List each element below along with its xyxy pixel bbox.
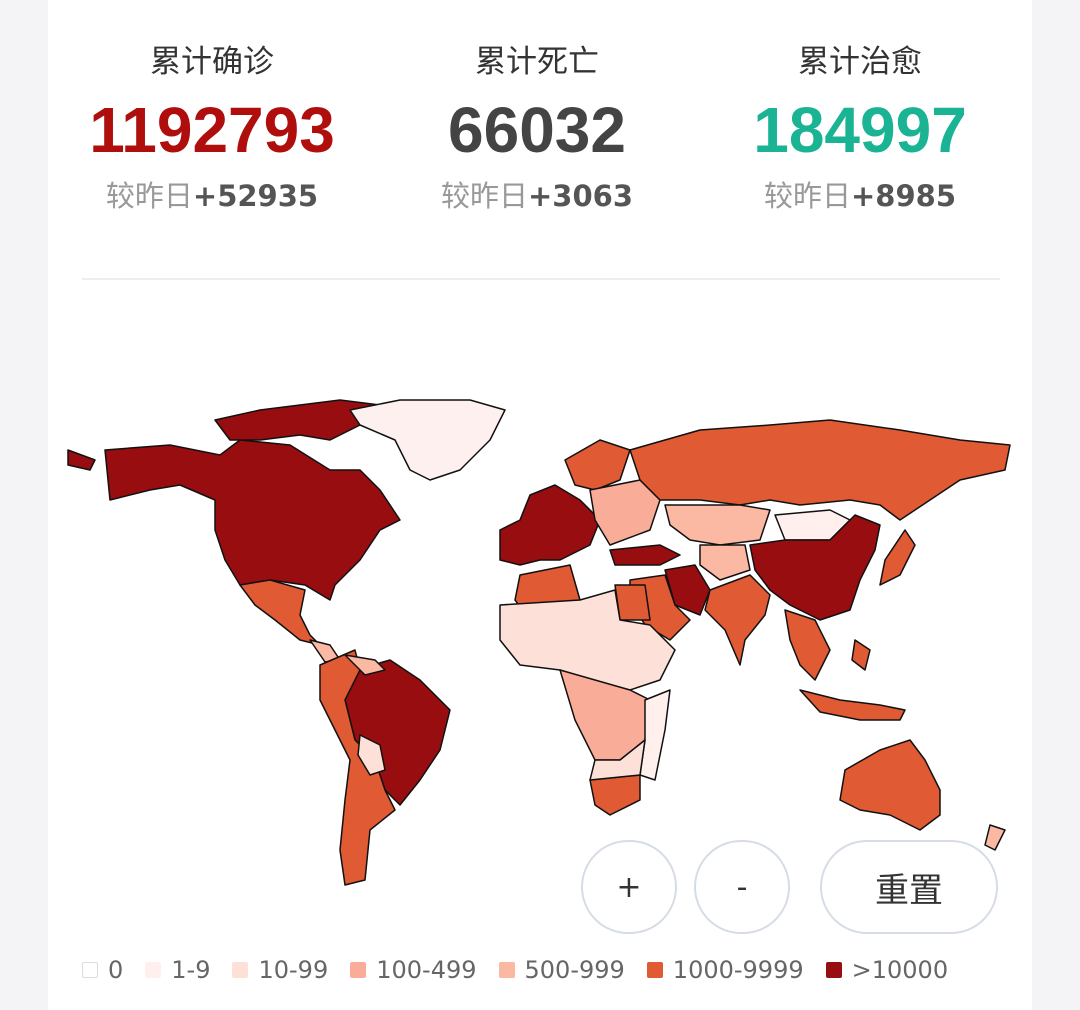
legend-swatch	[145, 962, 162, 978]
map-legend: 0 1-9 10-99 100-499 500-999 1000-9999 >1…	[82, 956, 970, 984]
stat-label: 累计死亡	[475, 44, 599, 80]
region-china[interactable]	[749, 514, 881, 621]
region-western-europe[interactable]	[499, 484, 601, 566]
legend-swatch	[825, 962, 842, 978]
region-south-africa[interactable]	[589, 774, 641, 816]
stat-delta: 较昨日+3063	[377, 174, 697, 218]
legend-label: 100-499	[376, 956, 477, 984]
stat-delta: 较昨日+8985	[700, 174, 1020, 218]
stat-value: 184997	[753, 94, 967, 166]
region-mexico[interactable]	[239, 579, 321, 646]
stat-deaths: 累计死亡 66032 较昨日+3063	[377, 40, 697, 218]
stat-value: 1192793	[89, 94, 335, 166]
legend-swatch	[82, 962, 98, 978]
zoom-in-button[interactable]: +	[581, 840, 677, 934]
region-turkey[interactable]	[609, 544, 681, 566]
region-east-africa[interactable]	[639, 689, 671, 781]
region-russia[interactable]	[629, 419, 1011, 521]
region-south-america-west[interactable]	[319, 649, 396, 886]
legend-label: >10000	[851, 956, 949, 984]
stat-recovered: 累计治愈 184997 较昨日+8985	[700, 40, 1020, 218]
stat-label: 累计确诊	[150, 44, 274, 80]
region-new-zealand[interactable]	[984, 824, 1006, 851]
stat-value: 66032	[448, 94, 626, 166]
legend-swatch	[646, 962, 663, 978]
region-central-asia[interactable]	[699, 544, 751, 581]
delta-prefix: 较昨日	[440, 179, 528, 213]
delta-prefix: 较昨日	[763, 179, 851, 213]
legend-item: 10-99	[232, 956, 328, 984]
divider	[82, 278, 1000, 280]
region-greenland[interactable]	[349, 399, 506, 481]
legend-item: 100-499	[350, 956, 477, 984]
stat-delta: 较昨日+52935	[52, 174, 372, 218]
region-india[interactable]	[704, 574, 771, 666]
region-egypt[interactable]	[614, 584, 651, 621]
legend-label: 10-99	[258, 956, 329, 984]
region-southern-africa[interactable]	[589, 739, 646, 781]
legend-label: 0	[108, 956, 124, 984]
region-alaska-west[interactable]	[67, 449, 96, 471]
delta-value: +3063	[528, 179, 634, 213]
zoom-out-button[interactable]: -	[694, 840, 790, 934]
card: 累计确诊 1192793 较昨日+52935 累计死亡 66032 较昨日+30…	[48, 0, 1032, 1010]
delta-value: +8985	[851, 179, 957, 213]
legend-label: 1-9	[171, 956, 211, 984]
region-sahel[interactable]	[499, 589, 676, 691]
region-kazakhstan[interactable]	[664, 504, 771, 546]
region-philippines[interactable]	[851, 639, 871, 671]
legend-item: 500-999	[498, 956, 625, 984]
region-southeast-asia[interactable]	[784, 609, 831, 681]
region-indonesia[interactable]	[799, 689, 906, 721]
legend-swatch	[498, 962, 515, 978]
region-usa-canada[interactable]	[104, 439, 401, 601]
legend-item: 1000-9999	[646, 956, 804, 984]
region-japan[interactable]	[879, 529, 916, 586]
stat-label: 累计治愈	[798, 44, 922, 80]
legend-swatch	[232, 962, 249, 978]
legend-item: >10000	[825, 956, 949, 984]
legend-item: 1-9	[145, 956, 210, 984]
delta-prefix: 较昨日	[105, 179, 193, 213]
region-bolivia[interactable]	[357, 734, 386, 776]
region-scandinavia[interactable]	[564, 439, 631, 491]
legend-label: 500-999	[524, 956, 625, 984]
reset-button[interactable]: 重置	[820, 840, 998, 934]
region-venezuela[interactable]	[344, 654, 386, 676]
legend-label: 1000-9999	[672, 956, 804, 984]
legend-item: 0	[82, 956, 123, 984]
legend-swatch	[350, 962, 367, 978]
stat-confirmed: 累计确诊 1192793 较昨日+52935	[52, 40, 372, 218]
region-australia[interactable]	[839, 739, 941, 831]
delta-value: +52935	[192, 179, 319, 213]
region-canada-islands[interactable]	[214, 399, 381, 441]
